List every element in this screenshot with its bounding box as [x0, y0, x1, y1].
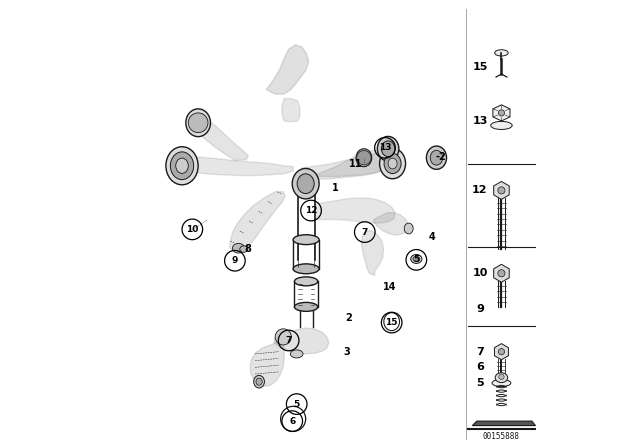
- Text: 2: 2: [346, 313, 353, 323]
- Polygon shape: [275, 328, 329, 354]
- Circle shape: [499, 349, 504, 355]
- Polygon shape: [493, 264, 509, 282]
- Ellipse shape: [166, 147, 198, 185]
- Polygon shape: [472, 421, 536, 426]
- Ellipse shape: [404, 223, 413, 234]
- Circle shape: [498, 270, 505, 277]
- Circle shape: [280, 406, 306, 431]
- Ellipse shape: [411, 254, 422, 263]
- Text: 8: 8: [244, 244, 251, 254]
- Polygon shape: [493, 105, 510, 121]
- Ellipse shape: [297, 174, 314, 194]
- Polygon shape: [361, 231, 383, 276]
- Text: 14: 14: [383, 282, 396, 292]
- Polygon shape: [495, 344, 508, 360]
- Ellipse shape: [495, 50, 508, 56]
- Text: 11: 11: [349, 159, 363, 168]
- Polygon shape: [315, 198, 396, 223]
- Polygon shape: [300, 152, 392, 179]
- Circle shape: [275, 329, 291, 345]
- Ellipse shape: [170, 152, 194, 180]
- Circle shape: [498, 187, 505, 194]
- Ellipse shape: [176, 158, 188, 173]
- Text: 12: 12: [472, 185, 488, 195]
- Text: 4: 4: [429, 233, 435, 242]
- Circle shape: [188, 113, 208, 133]
- Polygon shape: [250, 337, 284, 386]
- Text: 9: 9: [476, 304, 484, 314]
- Ellipse shape: [293, 264, 319, 274]
- Text: 00155888: 00155888: [482, 432, 519, 441]
- Text: -2: -2: [436, 152, 446, 162]
- Text: 12: 12: [305, 206, 317, 215]
- Text: 9: 9: [232, 256, 238, 265]
- Text: 10: 10: [472, 268, 488, 278]
- Circle shape: [499, 110, 504, 116]
- Ellipse shape: [256, 378, 262, 385]
- Ellipse shape: [380, 148, 406, 179]
- Text: 15: 15: [385, 318, 398, 327]
- Text: 5: 5: [476, 378, 484, 388]
- Text: 13: 13: [472, 116, 488, 126]
- Polygon shape: [184, 157, 293, 176]
- Ellipse shape: [240, 246, 248, 252]
- Ellipse shape: [232, 243, 244, 253]
- Ellipse shape: [378, 136, 399, 161]
- Circle shape: [499, 374, 504, 379]
- Ellipse shape: [293, 235, 319, 245]
- Ellipse shape: [253, 375, 264, 388]
- Text: 15: 15: [472, 62, 488, 72]
- Ellipse shape: [388, 158, 397, 169]
- Polygon shape: [266, 45, 309, 94]
- Ellipse shape: [384, 153, 401, 173]
- Text: 5: 5: [294, 400, 300, 409]
- Polygon shape: [493, 181, 509, 199]
- Ellipse shape: [356, 149, 372, 167]
- Text: 13: 13: [379, 143, 391, 152]
- Ellipse shape: [294, 277, 318, 286]
- Text: 3: 3: [344, 347, 350, 357]
- Circle shape: [356, 151, 371, 165]
- Ellipse shape: [430, 151, 443, 165]
- Text: 7: 7: [476, 347, 484, 357]
- Polygon shape: [230, 192, 285, 252]
- Ellipse shape: [492, 379, 511, 387]
- Text: 6: 6: [289, 417, 295, 426]
- Ellipse shape: [294, 302, 318, 311]
- Text: 1: 1: [332, 183, 339, 193]
- Ellipse shape: [381, 141, 395, 156]
- Ellipse shape: [491, 121, 512, 129]
- Ellipse shape: [186, 109, 211, 137]
- Ellipse shape: [291, 350, 303, 358]
- Text: 5: 5: [413, 255, 419, 264]
- Ellipse shape: [292, 168, 319, 199]
- Polygon shape: [315, 150, 392, 177]
- Text: 7: 7: [285, 336, 292, 345]
- Text: 10: 10: [186, 225, 198, 234]
- Text: 7: 7: [362, 228, 368, 237]
- Polygon shape: [197, 120, 248, 160]
- Ellipse shape: [495, 373, 508, 383]
- Text: 6: 6: [476, 362, 484, 372]
- Ellipse shape: [426, 146, 447, 169]
- Polygon shape: [282, 99, 300, 122]
- Ellipse shape: [413, 256, 420, 262]
- Polygon shape: [374, 213, 409, 235]
